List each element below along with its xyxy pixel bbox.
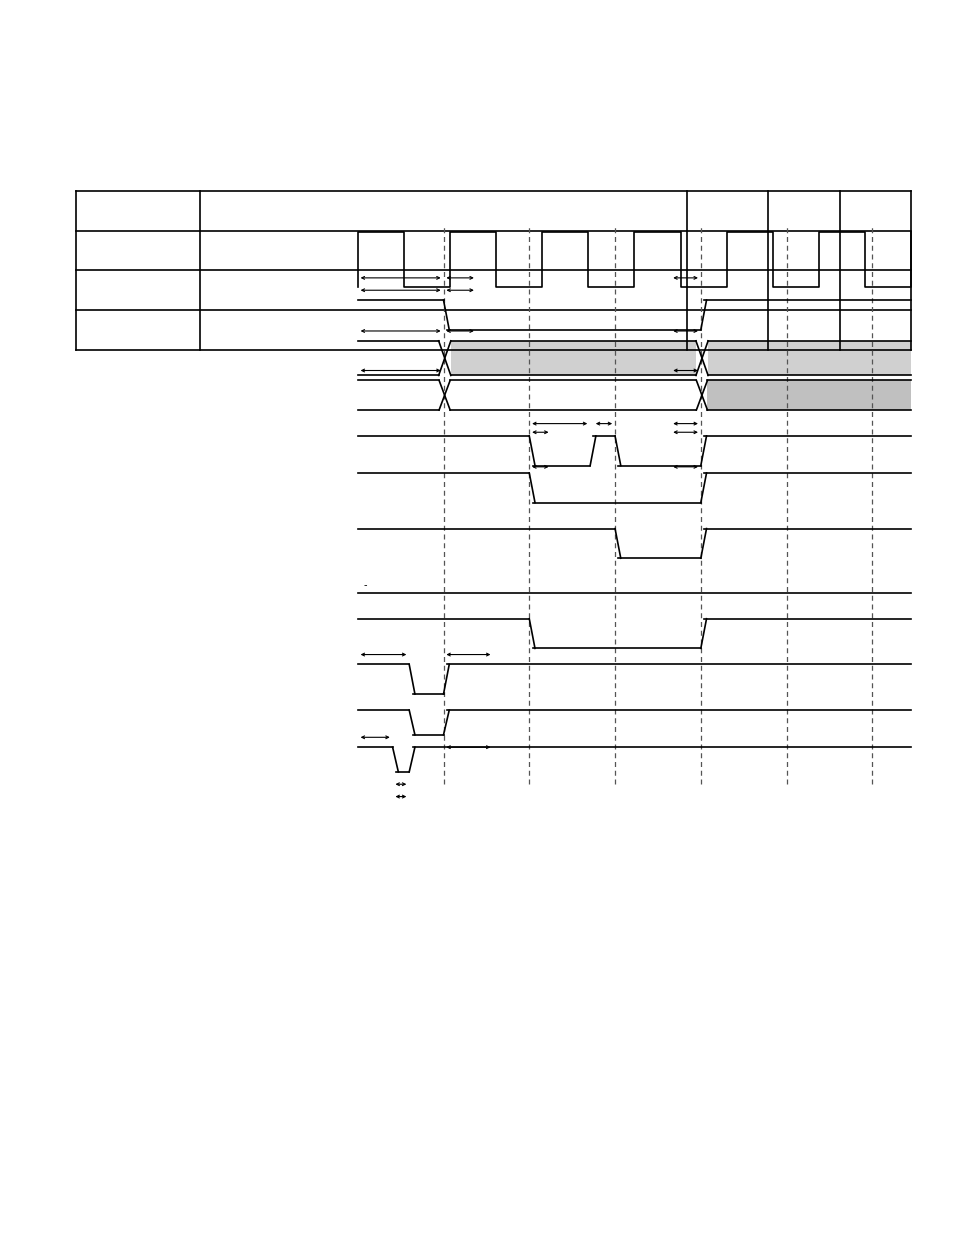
Text: -: -: [363, 580, 366, 590]
Bar: [707, 380, 910, 410]
Bar: [707, 341, 910, 375]
Bar: [451, 341, 695, 375]
